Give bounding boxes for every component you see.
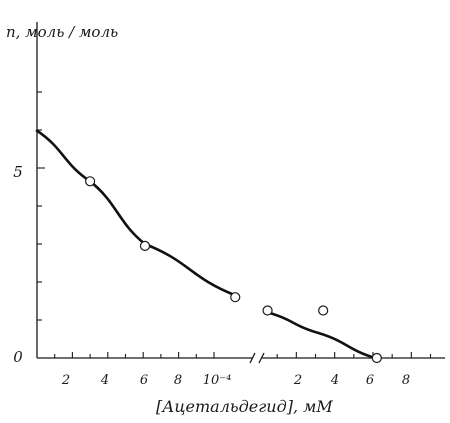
data-point <box>139 240 151 251</box>
data-point <box>371 352 382 364</box>
fit-curve-low <box>35 129 237 297</box>
y-axis-label: n, моль / моль <box>6 23 118 41</box>
x-tick-label-right-8: 8 <box>402 373 410 388</box>
x-tick-label-left-8: 8 <box>174 373 182 388</box>
axes <box>36 22 445 364</box>
data-points <box>84 176 382 364</box>
x-tick-label-left-2: 2 <box>61 373 70 388</box>
x-tick-label-right-2: 2 <box>293 373 302 388</box>
x-tick-label-left-6: 6 <box>140 373 148 388</box>
axis-break-mark <box>249 352 256 364</box>
data-point <box>84 176 96 187</box>
ticks <box>37 91 432 358</box>
x-tick-label-right-6: 6 <box>366 373 374 388</box>
x-tick-label-left-10-4: 10⁻⁴ <box>203 373 232 388</box>
axis-break-mark <box>258 352 265 364</box>
x-tick-label-right-4: 4 <box>330 373 339 388</box>
y-tick-label-5: 5 <box>13 163 23 181</box>
fit-curve-high <box>266 311 377 360</box>
y-tick-label-0: 0 <box>13 348 23 366</box>
x-axis-label: [Ацетальдегид], мМ <box>156 397 333 416</box>
data-point <box>230 292 241 303</box>
x-tick-label-left-4: 4 <box>100 373 109 388</box>
data-point <box>318 305 329 316</box>
fit-curves <box>35 129 377 360</box>
data-point <box>262 305 273 316</box>
